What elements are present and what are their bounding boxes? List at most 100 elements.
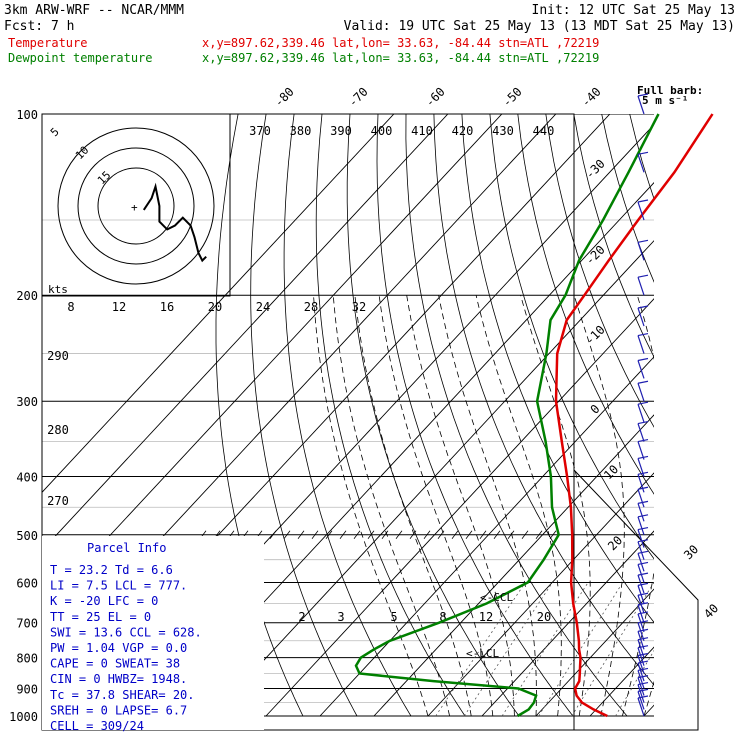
height-tick	[493, 530, 501, 540]
moist-adiabat	[438, 295, 537, 716]
wind-barb-flag	[637, 274, 649, 278]
mixing-ratio-label: 5	[390, 610, 397, 624]
parcel-info-row: TT = 25 EL = 0	[50, 610, 151, 624]
mixing-ratio-label: 8	[439, 610, 446, 624]
pressure-label: 800	[16, 652, 38, 666]
model-title: 3km ARW-WRF -- NCAR/MMM	[4, 3, 184, 18]
isotherm-line	[427, 472, 654, 717]
ccl-marker: <-CCL	[480, 591, 513, 604]
wind-barb	[637, 503, 645, 522]
wind-barb-flag	[637, 561, 649, 566]
height-tick	[479, 530, 487, 540]
wind-barb-flag	[637, 151, 649, 155]
hodograph-ring-middle	[77, 147, 195, 265]
moist-adiabat	[406, 295, 515, 716]
wind-barb	[637, 403, 645, 423]
wind-barb	[637, 529, 645, 548]
hodograph-ring-label-inner: 15	[95, 169, 114, 188]
speed-tick-label: 20	[208, 300, 222, 314]
dry-adiabat	[489, 114, 654, 560]
dry-adiabat	[315, 114, 466, 717]
wind-barb-flag	[637, 380, 649, 384]
wind-barb-flag	[637, 550, 649, 554]
mixing-ratio-line	[435, 582, 526, 717]
wind-barb	[637, 697, 645, 717]
hodograph-speed-ticks: 8 12 16 20 24 28 32	[67, 300, 366, 314]
wind-barb	[637, 516, 645, 535]
theta-label: 420	[452, 124, 474, 138]
wind-barb-flag	[637, 401, 649, 405]
wind-barb	[637, 639, 645, 658]
isotherm-label: -80	[272, 85, 297, 110]
parcel-info-panel: Parcel Info T = 23.2 Td = 6.6 LI = 7.5 LC…	[42, 536, 264, 733]
theta-label-left: 270	[47, 494, 69, 508]
moist-adiabat	[475, 295, 562, 717]
dewpoint-legend-info: x,y=897.62,339.46 lat,lon= 33.63, -84.44…	[202, 51, 599, 65]
height-tick	[381, 530, 389, 540]
mixing-ratio-line	[538, 582, 624, 717]
dry-adiabat	[686, 114, 740, 716]
wind-barb-flag	[637, 602, 649, 606]
height-tick	[507, 530, 515, 540]
pressure-label: 1000	[9, 710, 38, 724]
theta-label: 430	[492, 124, 514, 138]
wind-barb	[637, 383, 645, 402]
wind-barb-flag	[637, 582, 649, 586]
height-tick	[297, 530, 305, 540]
wind-barb	[637, 277, 645, 296]
wind-barb	[637, 585, 645, 604]
wind-barb	[637, 154, 645, 173]
height-tick	[437, 530, 445, 540]
height-tick	[353, 530, 361, 540]
parcel-info-row: PW = 1.04 VGP = 0.0	[50, 641, 187, 655]
dry-adiabat	[250, 114, 358, 717]
dry-adiabat	[433, 114, 654, 686]
wind-barb-flag	[637, 514, 649, 518]
wind-barb-flag	[637, 199, 649, 203]
hodograph-center-mark: +	[131, 201, 138, 214]
isotherm-label: 10	[601, 462, 621, 482]
theta-label: 370	[249, 124, 271, 138]
wind-barb	[637, 622, 645, 641]
parcel-info-title: Parcel Info	[87, 541, 166, 555]
wind-barb-flag	[637, 572, 649, 576]
temperature-curve	[554, 113, 714, 718]
isotherm-line	[535, 588, 654, 717]
dewpoint-legend-label: Dewpoint temperature	[8, 51, 153, 65]
wind-barb	[637, 242, 645, 261]
theta-label: 410	[411, 124, 433, 138]
mixing-ratio-label: 3	[337, 610, 344, 624]
temperature-legend-info: x,y=897.62,339.46 lat,lon= 33.63, -84.44…	[202, 36, 599, 50]
theta-label-left: 290	[47, 349, 69, 363]
wind-barb	[637, 458, 645, 477]
mixing-ratio-label: 12	[479, 610, 493, 624]
full-barb-units: 5 m s⁻¹	[642, 94, 688, 107]
hodograph-box	[41, 113, 231, 297]
parcel-info-row: LI = 7.5 LCL = 777.	[50, 579, 187, 593]
moist-adiabat	[520, 295, 591, 717]
parcel-info-row: Tc = 37.8 SHEAR= 20.	[50, 688, 195, 702]
wind-barb	[637, 489, 645, 508]
moist-adiabat	[643, 680, 654, 717]
plot-border-right	[42, 114, 699, 731]
height-tick	[409, 530, 417, 540]
moist-adiabat	[378, 295, 494, 717]
wind-barb	[637, 595, 645, 614]
height-tick	[395, 530, 403, 540]
dry-adiabat	[346, 114, 520, 717]
wind-barb	[637, 423, 645, 442]
dry-adiabat	[376, 114, 574, 717]
theta-label: 440	[533, 124, 555, 138]
wind-barb-flag	[637, 420, 649, 425]
forecast-hour: Fcst: 7 h	[4, 19, 74, 34]
isotherm-line	[373, 414, 654, 717]
pressure-label: 900	[16, 682, 38, 696]
hodograph-ring-outer	[57, 127, 215, 285]
moist-adiabat	[573, 295, 625, 717]
dry-adiabat	[545, 114, 654, 428]
height-tick	[451, 530, 459, 540]
wind-barb	[637, 691, 645, 710]
mixing-ratio-line	[501, 582, 589, 717]
height-tick	[549, 530, 557, 540]
